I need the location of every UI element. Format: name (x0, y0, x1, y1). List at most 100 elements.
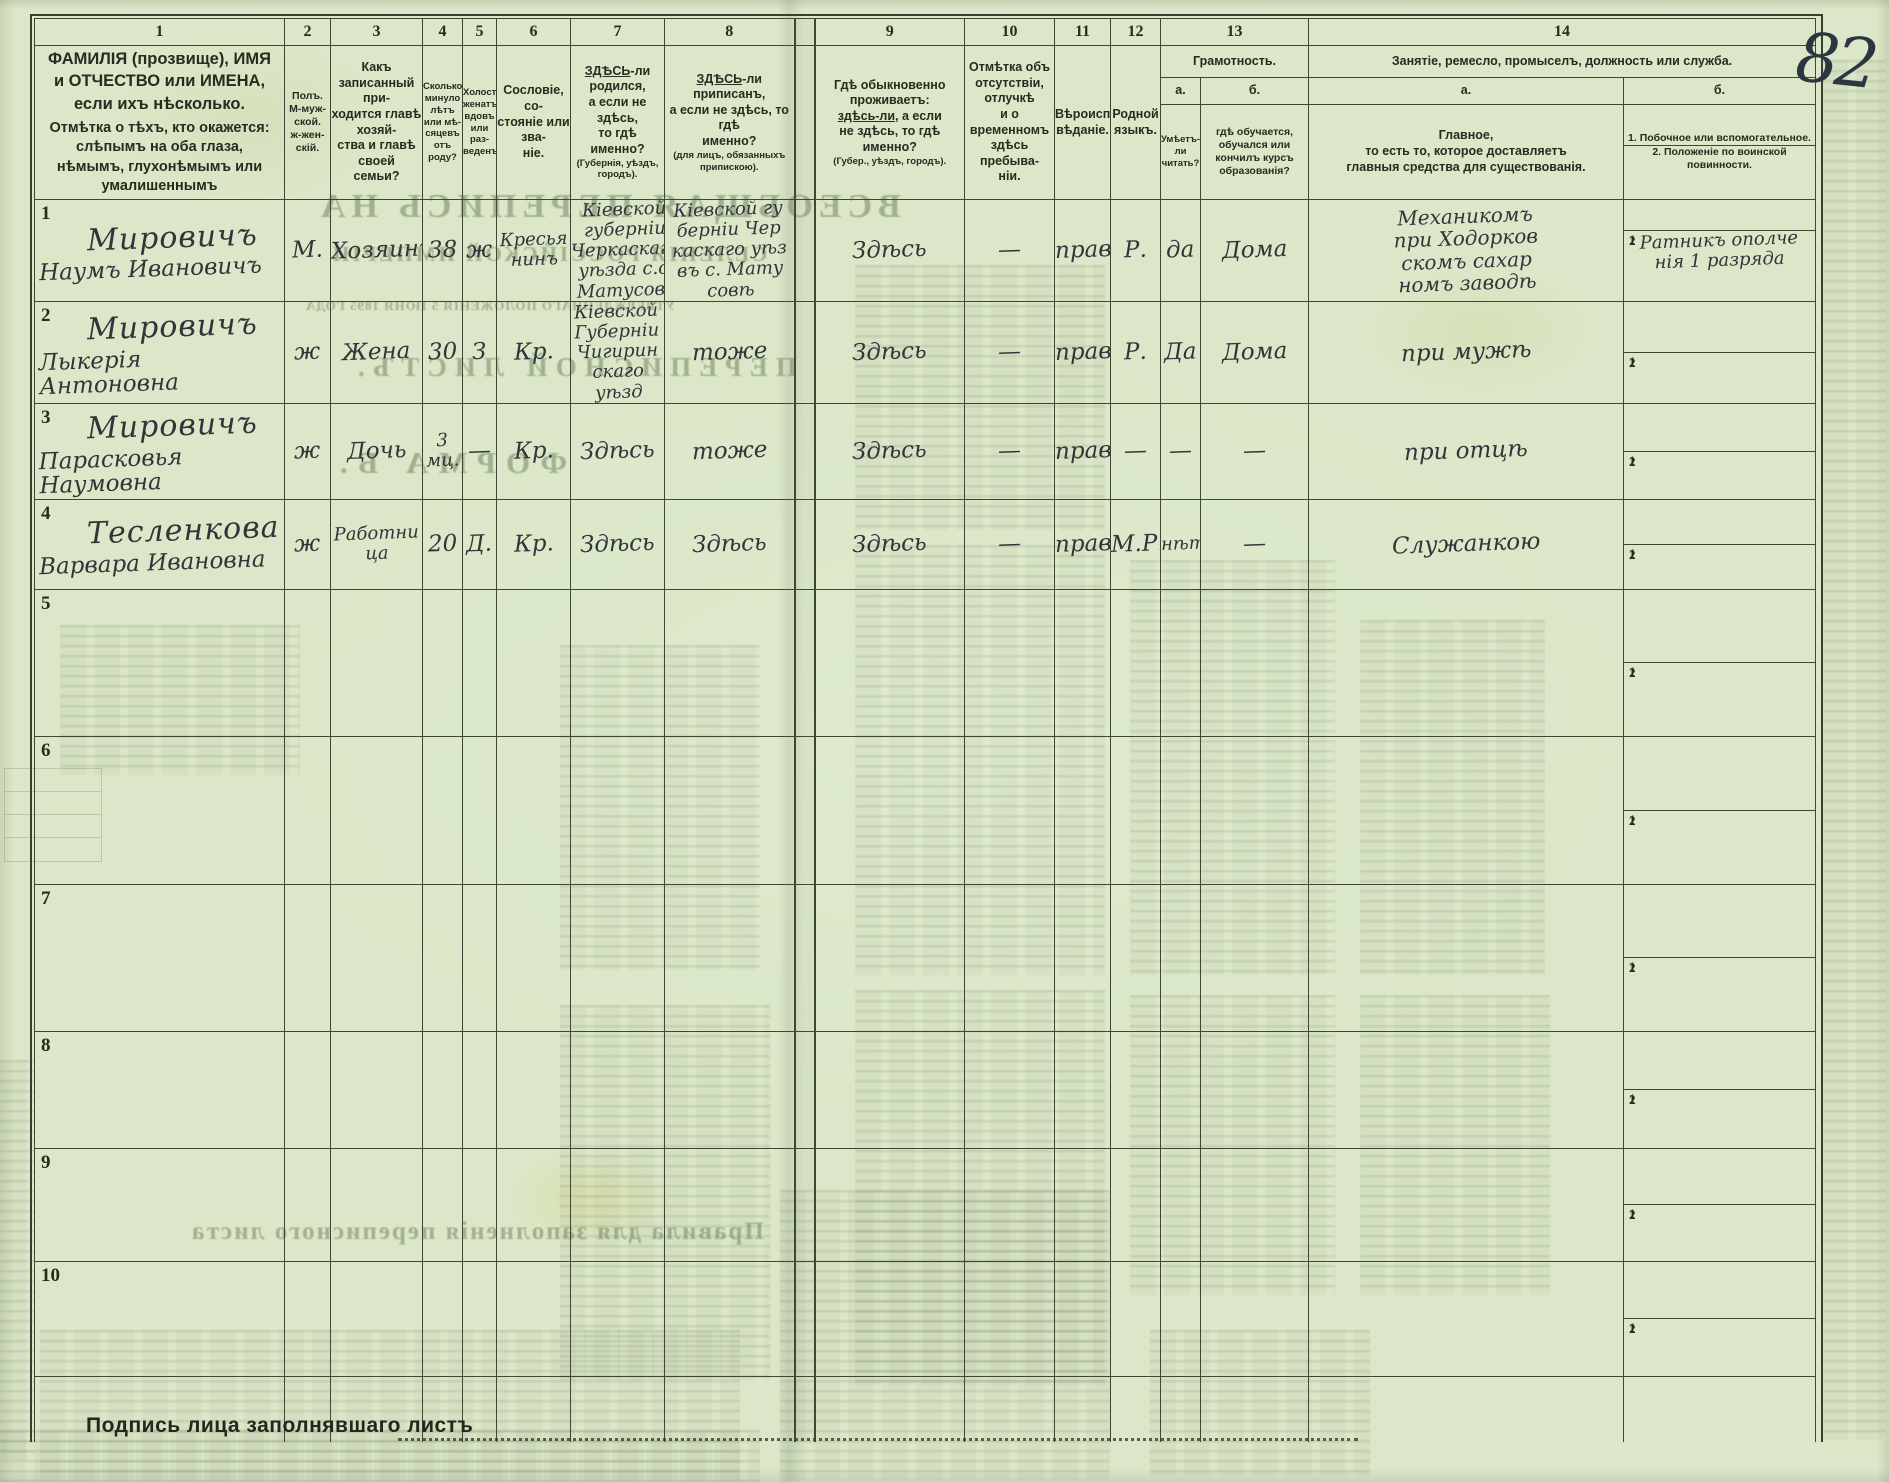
sub-label-1: 1 (1629, 959, 1636, 975)
cell-faith (1054, 1030, 1111, 1149)
hw-language: М.Р. (1110, 530, 1161, 558)
table-row: 9 1 2 (34, 1147, 1816, 1262)
cell-name: 6 (34, 735, 285, 885)
bleedthrough-texture (1822, 60, 1886, 1440)
cell-side-occupation (1623, 1375, 1816, 1443)
cell-residence: Здѣсь (814, 498, 965, 590)
header-col11: Вѣроиспо- вѣданіе. (1054, 44, 1111, 201)
colnum-13: 13 (1160, 18, 1309, 46)
census-table-frame: 1 2 3 4 5 6 7 8 9 10 11 12 13 14 ФАМИЛІЯ… (30, 14, 1823, 1443)
hw-born: Здѣсь (579, 436, 656, 466)
row-number: 9 (41, 1151, 51, 1173)
fold-gap (793, 498, 816, 590)
table-row: 3 Мировичъ Парасковья Наумовна ж Дочь 3 … (34, 402, 1816, 500)
table-row: 1 Мировичъ Наумъ Ивановичъ М. Хозяинъ 38… (34, 199, 1816, 302)
cell-name: 4 Тесленкова Варвара Ивановна (34, 498, 285, 590)
cell-born: Кіевской губерніи Черкаскаго уѣзда с.с. … (570, 199, 665, 302)
hw-given-name: Варвара Ивановна (38, 546, 266, 581)
header-col14b-label: б. (1623, 76, 1816, 105)
hw-absence: — (997, 437, 1022, 465)
table-row: 2 Мировичъ Лыкерія Антоновна ж Жена 30 З… (34, 300, 1816, 404)
hw-sex: ж (293, 530, 322, 558)
cell-relation (330, 1147, 423, 1262)
hw-literacy: — (1168, 437, 1193, 465)
fold-gap (793, 1260, 816, 1377)
fold-gap (793, 588, 816, 737)
colnum-12: 12 (1110, 18, 1161, 46)
cell-relation (330, 1030, 423, 1149)
fold-gap (793, 1375, 816, 1443)
cell-sex: М. (284, 199, 331, 302)
cell-relation: Хозяинъ (330, 199, 423, 302)
cell-age (422, 588, 463, 737)
hw-faith: прав (1054, 236, 1111, 265)
cell-residence: Здѣсь (814, 199, 965, 302)
cell-relation: Дочь (330, 402, 423, 500)
fold-gap (793, 18, 816, 46)
header-col9-top: Гдѣ обыкновенно проживаетъ: (834, 77, 946, 108)
hw-given-name: Лыкерія Антоновна (38, 346, 180, 401)
header-row-desc: Умѣетъ- ли читать? гдѣ обучается, обучал… (35, 103, 1816, 201)
colnum-8: 8 (664, 18, 795, 46)
cell-born (570, 1147, 665, 1262)
cell-language (1110, 883, 1161, 1032)
header-col4: Сколько минуло лѣтъ или мѣ- сяцевъ отъ р… (422, 44, 463, 201)
cell-estate (496, 1030, 571, 1149)
header-col14b-item1: 1. Побочное или вспомогательное. (1624, 132, 1815, 146)
table-row: 6 1 2 (34, 735, 1816, 885)
cell-language (1110, 1147, 1161, 1262)
cell-sex (284, 883, 331, 1032)
cell-relation (330, 883, 423, 1032)
cell-side-occupation: 1 2 (1623, 402, 1816, 500)
cell-estate: Кр. (496, 300, 571, 404)
cell-born: Здѣсь (570, 402, 665, 500)
cell-occupation: Служанкою (1308, 498, 1624, 590)
header-col8-underlined: ЗДѢСЬ (696, 71, 743, 86)
sub-label-2: 2 (1629, 960, 1636, 976)
cell-occupation: Механикомъ при Ходорков скомъ сахар номъ… (1308, 199, 1624, 302)
cell-marital (462, 1260, 497, 1377)
row-number: 8 (41, 1034, 51, 1056)
signature-label: Подпись лица заполнявшаго листъ (86, 1414, 474, 1437)
header-col9-note: (Губер., уѣздъ, городъ). (833, 155, 947, 167)
sub-label-2: 2 (1629, 453, 1636, 469)
header-col12: Родной языкъ. (1110, 44, 1161, 201)
fold-gap (793, 1030, 816, 1149)
cell-sex (284, 588, 331, 737)
cell-faith (1054, 588, 1111, 737)
cell-marital: ж (462, 199, 497, 302)
cell-literacy: Да (1160, 300, 1201, 404)
hw-education: Дома (1221, 236, 1288, 265)
cell-absence (964, 1147, 1055, 1262)
hw-relation: Дочь (346, 437, 407, 466)
cell-estate: Кр. (496, 498, 571, 590)
cell-education: — (1200, 402, 1309, 500)
cell-occupation (1308, 1260, 1624, 1377)
handwritten-page-number: 82 (1792, 18, 1879, 105)
cell-relation (330, 735, 423, 885)
cell-language (1110, 588, 1161, 737)
cell-marital (462, 735, 497, 885)
cell-faith (1054, 883, 1111, 1032)
cell-marital: З (462, 300, 497, 404)
cell-side-occupation: 1 2 (1623, 735, 1816, 885)
cell-registered (664, 1030, 795, 1149)
cell-side-occupation: 1 2 (1623, 1260, 1816, 1377)
hw-absence: — (997, 530, 1022, 558)
sub-label-1: 1 (1629, 664, 1636, 680)
fold-gap (793, 300, 816, 404)
header-col13b-label: б. (1200, 76, 1309, 105)
row-number: 7 (41, 887, 51, 909)
colnum-9: 9 (814, 18, 965, 46)
hw-occupation: при мужѣ (1400, 336, 1532, 368)
cell-absence (964, 1260, 1055, 1377)
header-col13a-label: а. (1160, 76, 1201, 105)
row-number: 6 (41, 739, 51, 761)
header-col9-body: не здѣсь, то гдѣ именно? (839, 124, 941, 155)
cell-registered (664, 1260, 795, 1377)
table-row: 10 1 2 (34, 1260, 1816, 1377)
cell-age: 3 мц. (422, 402, 463, 500)
hw-sex: ж (293, 338, 322, 366)
sub-label-1: 1 (1629, 811, 1636, 827)
fold-gap (793, 883, 816, 1032)
